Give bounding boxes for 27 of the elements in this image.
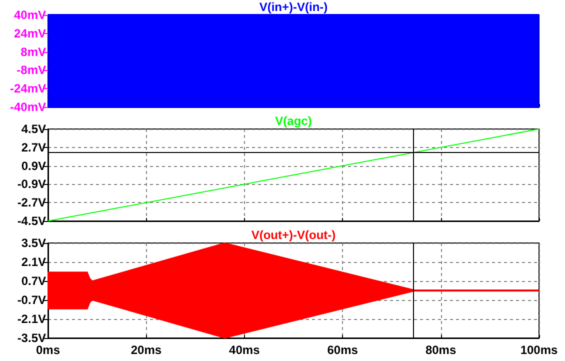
y-tick-label: 40mV (14, 8, 46, 22)
y-tick-label: 3.5V (21, 236, 46, 250)
y-tick-label: -4.5V (17, 214, 46, 228)
x-tick-label: 40ms (229, 343, 260, 357)
chart-title: V(out+)-V(out-) (251, 228, 336, 242)
y-tick-label: -40mV (10, 100, 46, 114)
chart-title: V(agc) (275, 114, 312, 128)
x-tick-label: 60ms (327, 343, 358, 357)
y-tick-label: 2.1V (21, 255, 46, 269)
y-tick-label: -24mV (10, 82, 46, 96)
x-tick-label: 20ms (130, 343, 162, 357)
y-tick-label: -0.9V (17, 177, 46, 192)
chart-title: V(in+)-V(in-) (259, 0, 328, 14)
y-tick-label: 24mV (14, 26, 46, 40)
y-tick-label: -8mV (16, 63, 46, 78)
y-tick-label: -2.1V (17, 312, 46, 326)
y-tick-label: 2.7V (21, 140, 46, 154)
y-tick-label: -3.5V (17, 331, 46, 345)
y-tick-label: -0.7V (17, 293, 46, 307)
y-tick-label: 8mV (20, 44, 46, 59)
y-tick-label: 0.9V (21, 158, 46, 173)
x-tick-label: 80ms (425, 343, 456, 357)
y-tick-label: -2.7V (17, 196, 46, 210)
x-tick-label: 100ms (520, 343, 558, 357)
y-tick-label: 0.7V (21, 274, 46, 288)
x-tick-label: 0ms (36, 343, 60, 357)
y-tick-label: 4.5V (21, 122, 46, 136)
